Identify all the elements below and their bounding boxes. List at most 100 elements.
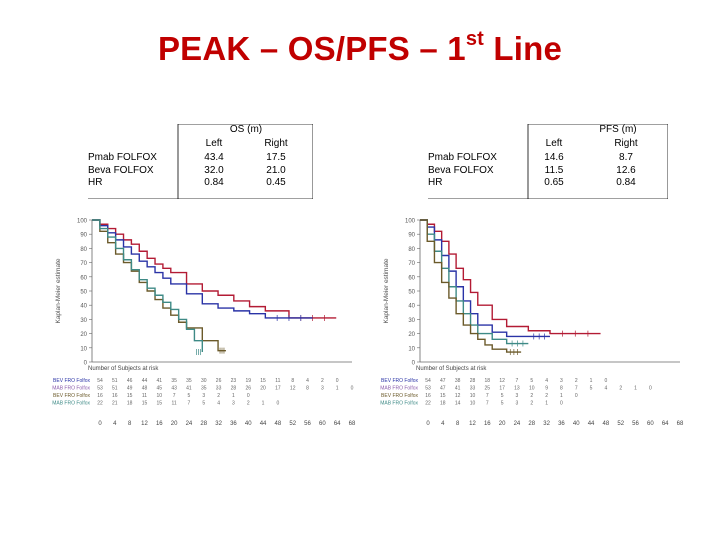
os-risk-count: 0 xyxy=(336,378,339,384)
pfs-x-tick-label: 28 xyxy=(528,421,535,427)
pfs-risk-count: 7 xyxy=(486,401,489,407)
pfs-risk-count: 4 xyxy=(545,378,548,384)
pfs-risk-row-label: PMAB FRO Folfox xyxy=(380,401,418,407)
pfs-x-tick-label: 36 xyxy=(558,421,565,427)
pfs-col-right-header: Right xyxy=(614,138,638,149)
os-x-tick-label: 0 xyxy=(98,421,102,427)
pfs-x-tick-label: 24 xyxy=(514,421,521,427)
os-x-tick-label: 16 xyxy=(156,421,163,427)
pfs-y-tick-label: 20 xyxy=(408,332,415,338)
os-risk-count: 5 xyxy=(202,401,205,407)
pfs-risk-count: 22 xyxy=(425,401,431,407)
pfs-risk-count: 2 xyxy=(545,393,548,399)
os-x-tick-label: 28 xyxy=(200,421,207,427)
os-y-tick-label: 20 xyxy=(80,332,87,338)
os-km-curve xyxy=(92,219,226,352)
os-x-tick-label: 20 xyxy=(171,421,178,427)
pfs-summary-table: PFS (m) Left Right Pmab FOLFOX Beva FOLF… xyxy=(428,124,668,199)
os-risk-count: 30 xyxy=(201,378,207,384)
pfs-risk-count: 3 xyxy=(516,393,519,399)
pfs-risk-count: 25 xyxy=(485,386,491,392)
pfs-x-tick-label: 44 xyxy=(588,421,595,427)
pfs-y-tick-label: 0 xyxy=(412,361,416,367)
os-risk-count: 20 xyxy=(260,386,266,392)
os-risk-count: 45 xyxy=(157,386,163,392)
os-x-tick-label: 64 xyxy=(334,421,341,427)
pfs-x-tick-label: 68 xyxy=(677,421,684,427)
pfs-x-tick-label: 4 xyxy=(441,421,445,427)
os-value: 0.84 xyxy=(204,177,224,189)
os-x-tick-label: 8 xyxy=(128,421,132,427)
pfs-risk-count: 5 xyxy=(590,386,593,392)
os-risk-count: 3 xyxy=(232,401,235,407)
pfs-risk-count: 1 xyxy=(590,378,593,384)
pfs-x-tick-label: 40 xyxy=(573,421,580,427)
pfs-y-tick-label: 30 xyxy=(408,318,415,324)
os-risk-count: 1 xyxy=(262,401,265,407)
os-y-tick-label: 40 xyxy=(80,304,87,310)
os-y-tick-label: 80 xyxy=(80,247,87,253)
os-x-tick-label: 48 xyxy=(275,421,282,427)
os-risk-count: 49 xyxy=(127,386,133,392)
os-col-right-header: Right xyxy=(264,138,288,149)
os-risk-count: 26 xyxy=(216,378,222,384)
os-risk-count: 54 xyxy=(97,378,103,384)
os-risk-count: 1 xyxy=(232,393,235,399)
os-risk-count: 44 xyxy=(142,378,148,384)
pfs-left-values: 14.6 11.5 0.65 xyxy=(534,152,574,190)
pfs-risk-count: 47 xyxy=(440,386,446,392)
os-risk-count: 26 xyxy=(245,386,251,392)
os-x-tick-label: 32 xyxy=(215,421,222,427)
pfs-risk-row-label: BEV FRO Folfox xyxy=(381,378,418,384)
pfs-value: 14.6 xyxy=(544,152,564,163)
os-risk-count: 11 xyxy=(275,378,280,384)
os-value: 17.5 xyxy=(266,152,286,163)
os-risk-count: 19 xyxy=(245,378,251,384)
pfs-x-tick-label: 56 xyxy=(632,421,639,427)
os-risk-count: 2 xyxy=(247,401,250,407)
pfs-x-tick-label: 8 xyxy=(456,421,460,427)
pfs-risk-count: 4 xyxy=(604,386,607,392)
os-risk-count: 0 xyxy=(247,393,250,399)
os-x-tick-label: 56 xyxy=(304,421,311,427)
os-risk-count: 5 xyxy=(188,393,191,399)
os-risk-count: 15 xyxy=(127,393,133,399)
os-x-tick-label: 36 xyxy=(230,421,237,427)
os-row-label: Pmab FOLFOX xyxy=(88,152,157,163)
pfs-risk-count: 13 xyxy=(514,386,520,392)
pfs-risk-count: 5 xyxy=(501,401,504,407)
pfs-risk-count: 3 xyxy=(560,378,563,384)
os-y-tick-label: 10 xyxy=(80,346,87,352)
os-risk-count: 2 xyxy=(321,378,324,384)
os-risk-count: 11 xyxy=(142,393,147,399)
pfs-col-left-header: Left xyxy=(545,138,563,149)
os-y-tick-label: 30 xyxy=(80,318,87,324)
pfs-risk-count: 16 xyxy=(425,393,431,399)
os-risk-count: 12 xyxy=(290,386,296,392)
os-risk-count: 4 xyxy=(306,378,309,384)
os-risk-count: 3 xyxy=(321,386,324,392)
pfs-value: 12.6 xyxy=(616,164,636,176)
os-risk-count: 11 xyxy=(172,401,177,407)
pfs-risk-count: 2 xyxy=(575,378,578,384)
pfs-risk-count: 10 xyxy=(470,401,476,407)
pfs-risk-count: 3 xyxy=(516,401,519,407)
os-value: 32.0 xyxy=(204,164,224,176)
os-left-values: 43.4 32.0 0.84 xyxy=(194,152,234,190)
pfs-x-tick-label: 0 xyxy=(426,421,430,427)
pfs-risk-count: 0 xyxy=(560,401,563,407)
os-risk-count: 46 xyxy=(127,378,133,384)
pfs-risk-count: 28 xyxy=(470,378,476,384)
os-risk-count: 15 xyxy=(142,401,148,407)
pfs-risk-count: 12 xyxy=(499,378,505,384)
pfs-risk-count: 0 xyxy=(575,393,578,399)
os-risk-count: 51 xyxy=(112,378,118,384)
os-table-header: OS (m) xyxy=(229,124,263,135)
pfs-row-label: Pmab FOLFOX xyxy=(428,152,497,163)
pfs-risk-count: 0 xyxy=(604,378,607,384)
pfs-risk-count: 17 xyxy=(499,386,505,392)
pfs-y-axis-title: Kaplan-Meier estimate xyxy=(383,258,390,323)
os-x-tick-label: 60 xyxy=(319,421,326,427)
pfs-risk-count: 5 xyxy=(501,393,504,399)
pfs-x-tick-label: 64 xyxy=(662,421,669,427)
